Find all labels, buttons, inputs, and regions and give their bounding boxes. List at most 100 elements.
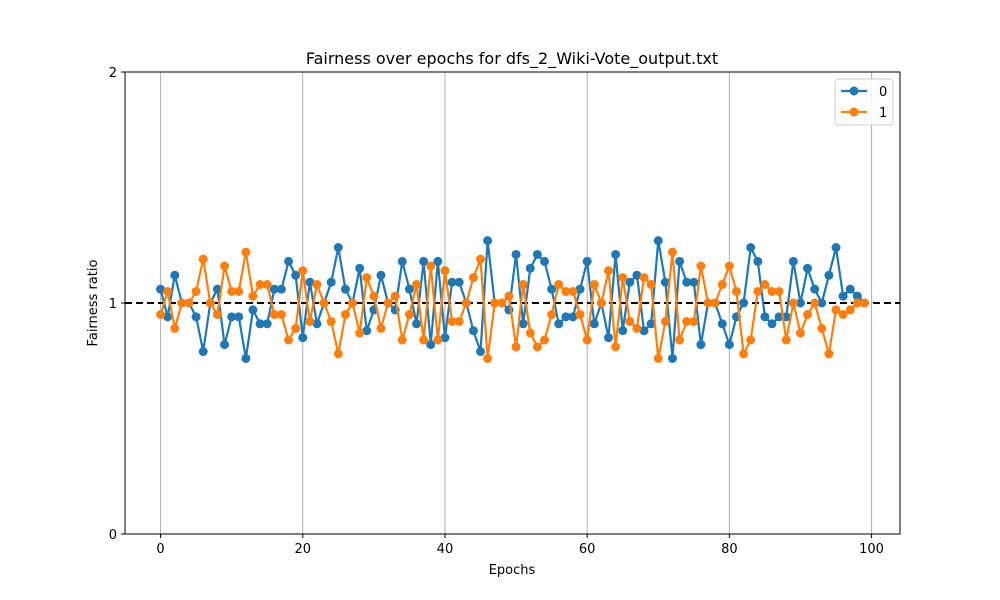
data-point (696, 261, 706, 271)
data-point (682, 277, 692, 287)
data-point (468, 273, 478, 283)
data-point (561, 286, 571, 296)
x-tick-label: 100 (859, 542, 884, 557)
data-point (234, 312, 244, 322)
data-point (177, 298, 187, 308)
data-point (447, 277, 457, 287)
data-point (724, 261, 734, 271)
data-point (454, 316, 464, 326)
data-point (369, 291, 379, 301)
data-point (724, 340, 734, 350)
data-point (269, 310, 279, 320)
data-point (675, 335, 685, 345)
data-point (376, 270, 386, 280)
data-point (404, 284, 414, 294)
data-point (753, 286, 763, 296)
data-point (269, 284, 279, 294)
data-point (276, 310, 286, 320)
data-point (803, 263, 813, 273)
data-point (276, 284, 286, 294)
data-point (326, 316, 336, 326)
data-point (646, 280, 656, 290)
data-point (618, 273, 628, 283)
data-point (632, 270, 642, 280)
data-point (575, 310, 585, 320)
data-point (582, 335, 592, 345)
data-point (468, 326, 478, 336)
data-point (753, 256, 763, 266)
data-point (767, 319, 777, 329)
legend: 01 (834, 78, 894, 126)
data-point (739, 298, 749, 308)
data-point (539, 335, 549, 345)
data-point (788, 256, 798, 266)
data-point (539, 256, 549, 266)
data-point (838, 291, 848, 301)
series-layer (156, 236, 869, 363)
data-point (689, 277, 699, 287)
data-point (859, 298, 869, 308)
data-point (831, 305, 841, 315)
x-tick-label: 0 (156, 542, 164, 557)
data-point (739, 349, 749, 359)
data-point (646, 319, 656, 329)
data-point (710, 298, 720, 308)
data-point (717, 280, 727, 290)
legend-swatch-marker (849, 107, 859, 117)
data-point (568, 312, 578, 322)
data-point (262, 319, 272, 329)
data-point (845, 284, 855, 294)
data-point (355, 328, 365, 338)
data-point (476, 254, 486, 264)
data-point (682, 316, 692, 326)
data-point (291, 323, 301, 333)
data-point (518, 319, 528, 329)
data-point (611, 249, 621, 259)
legend-swatch-marker (849, 86, 859, 96)
y-tick-label: 1 (109, 297, 117, 312)
data-point (312, 319, 322, 329)
data-point (760, 312, 770, 322)
data-point (675, 256, 685, 266)
data-point (340, 284, 350, 294)
data-point (660, 277, 670, 287)
data-point (326, 277, 336, 287)
data-point (689, 316, 699, 326)
data-point (220, 261, 230, 271)
data-point (298, 333, 308, 343)
data-point (340, 310, 350, 320)
data-point (518, 280, 528, 290)
x-tick-label: 60 (579, 542, 596, 557)
data-point (220, 340, 230, 350)
data-point (476, 347, 486, 357)
data-point (170, 270, 180, 280)
data-point (412, 280, 422, 290)
data-point (426, 261, 436, 271)
data-point (760, 280, 770, 290)
data-point (511, 249, 521, 259)
data-point (426, 340, 436, 350)
data-point (746, 335, 756, 345)
data-point (611, 342, 621, 352)
data-point (653, 236, 663, 246)
data-point (156, 310, 166, 320)
data-point (284, 256, 294, 266)
y-tick-label: 2 (109, 66, 117, 81)
x-axis-title: Epochs (489, 563, 536, 578)
legend-label: 1 (879, 106, 887, 121)
series-0 (156, 236, 869, 363)
data-point (618, 326, 628, 336)
data-point (774, 286, 784, 296)
data-point (625, 316, 635, 326)
data-point (255, 319, 265, 329)
data-point (810, 298, 820, 308)
data-point (561, 312, 571, 322)
data-point (717, 319, 727, 329)
data-point (596, 298, 606, 308)
data-point (447, 316, 457, 326)
data-point (212, 284, 222, 294)
data-point (774, 312, 784, 322)
data-point (319, 298, 329, 308)
data-point (362, 326, 372, 336)
data-point (461, 298, 471, 308)
